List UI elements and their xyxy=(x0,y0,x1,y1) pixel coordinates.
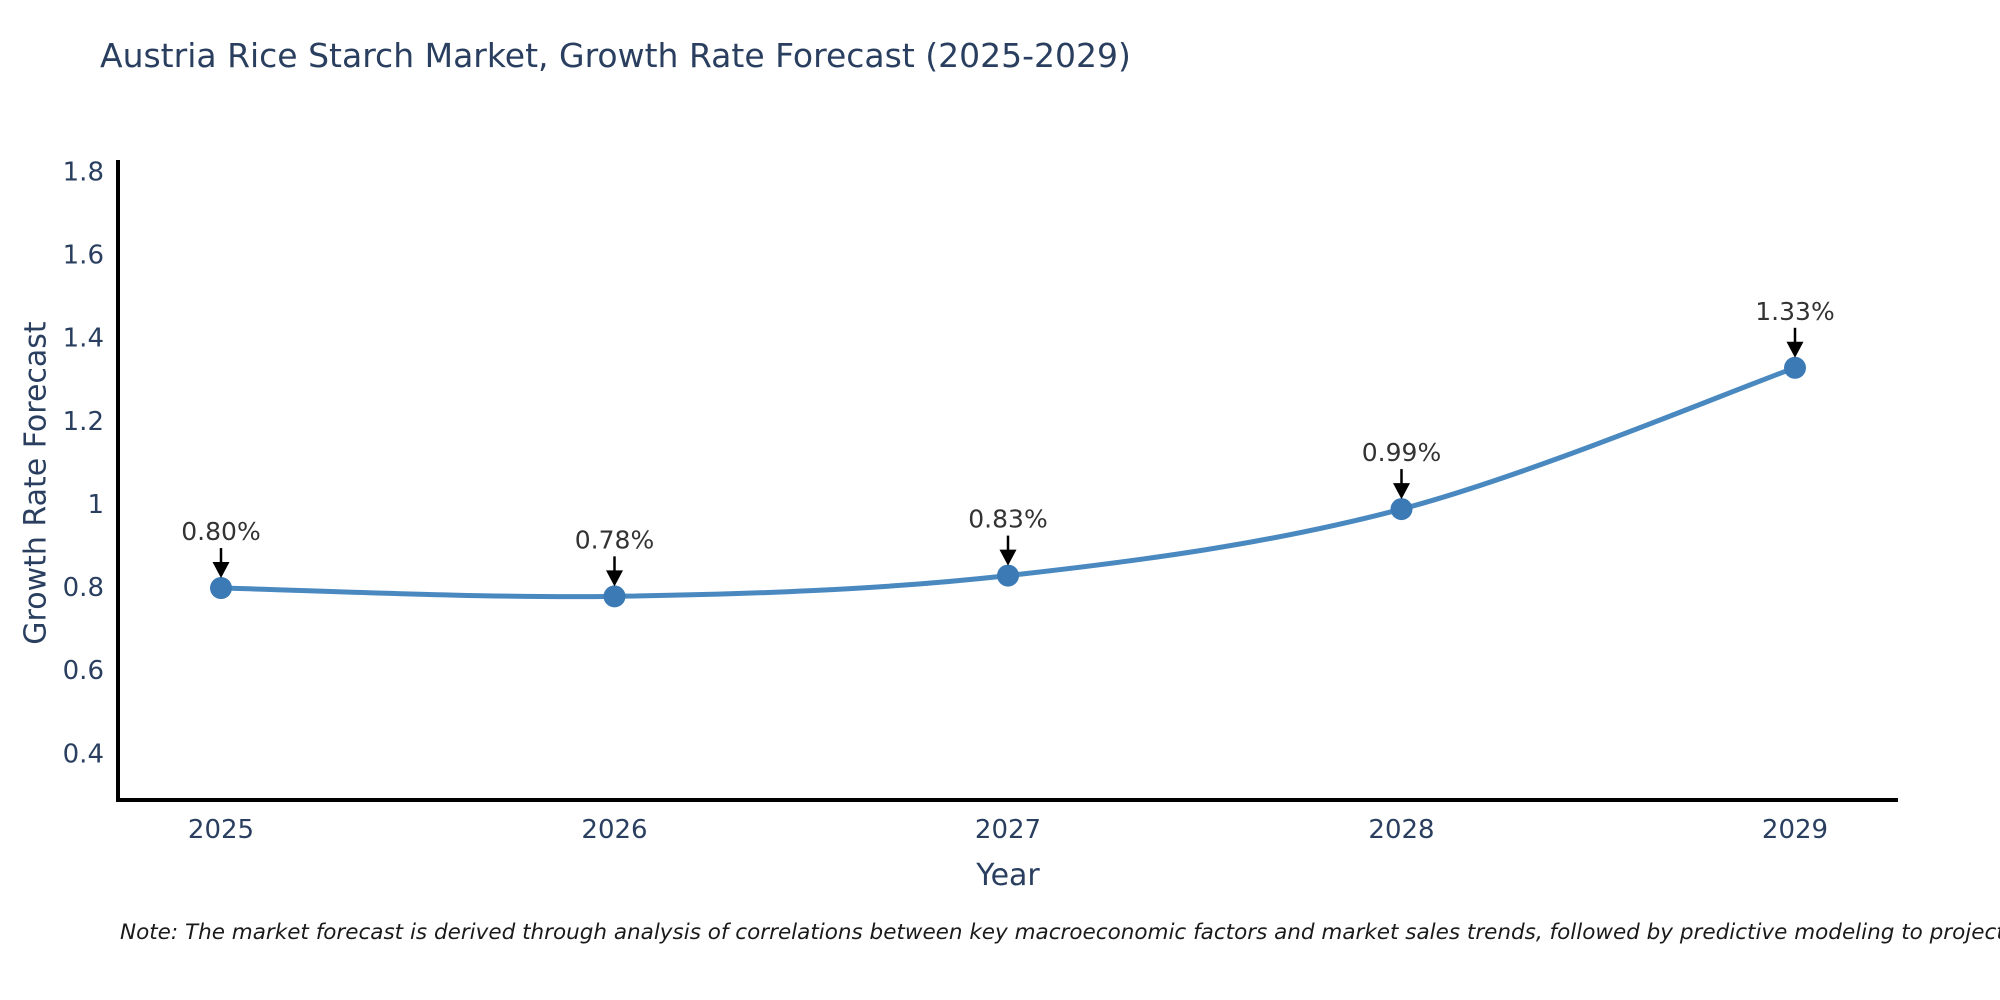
annotation-arrowhead xyxy=(606,570,623,587)
x-tick-label: 2026 xyxy=(581,815,647,845)
y-tick-label: 0.6 xyxy=(63,656,104,686)
y-tick-label: 1.8 xyxy=(63,157,104,187)
x-tick-label: 2028 xyxy=(1368,815,1434,845)
annotation-label: 0.78% xyxy=(575,525,654,554)
chart-title: Austria Rice Starch Market, Growth Rate … xyxy=(100,36,1131,75)
y-tick-label: 1 xyxy=(87,490,104,520)
data-point-marker xyxy=(1390,498,1413,521)
annotation-arrowhead xyxy=(1786,341,1804,358)
y-tick-label: 1.6 xyxy=(63,241,104,271)
annotation-arrowhead xyxy=(999,549,1017,566)
x-tick-label: 2025 xyxy=(188,815,254,845)
annotation-label: 0.80% xyxy=(181,517,260,546)
footnote: Note: The market forecast is derived thr… xyxy=(120,920,2000,945)
y-tick-label: 0.4 xyxy=(63,739,104,769)
data-point-marker xyxy=(997,564,1019,587)
data-point-marker xyxy=(1784,356,1806,379)
annotation-arrowhead xyxy=(1393,483,1410,500)
x-axis-title: Year xyxy=(976,858,1040,893)
annotation-label: 0.99% xyxy=(1362,438,1441,467)
data-point-marker xyxy=(210,577,232,600)
annotation-label: 1.33% xyxy=(1755,297,1834,326)
y-tick-label: 1.2 xyxy=(63,407,104,437)
data-point-marker xyxy=(603,585,626,608)
x-tick-label: 2027 xyxy=(975,815,1041,845)
y-tick-label: 1.4 xyxy=(63,324,104,354)
annotation-arrowhead xyxy=(212,562,230,579)
y-tick-label: 0.8 xyxy=(63,573,104,603)
x-tick-label: 2029 xyxy=(1762,815,1828,845)
annotation-label: 0.83% xyxy=(968,505,1047,534)
